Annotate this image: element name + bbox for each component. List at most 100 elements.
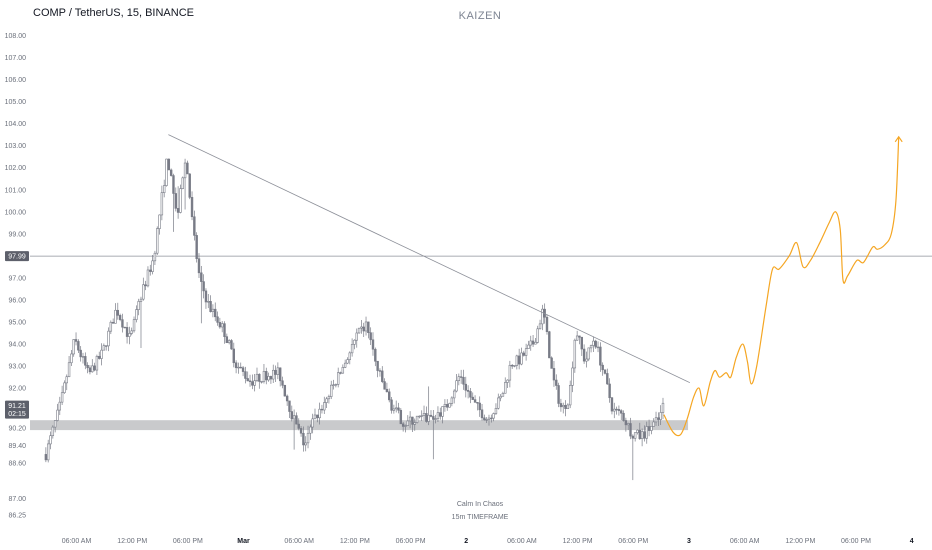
candle-body [253, 380, 256, 386]
candle-body [538, 323, 542, 330]
candle-body [643, 431, 646, 439]
candle-body [429, 414, 433, 417]
support-zone [30, 420, 689, 431]
candle-body [568, 385, 572, 406]
candle-body [469, 391, 472, 398]
candle-body [353, 339, 356, 345]
candle-body [448, 403, 451, 408]
x-tick-label: 06:00 PM [841, 538, 871, 545]
candle-body [172, 175, 175, 194]
candle-body [142, 284, 145, 300]
candle-body [181, 177, 184, 189]
candle-body [550, 357, 553, 369]
candle-body [346, 359, 349, 364]
candle-body [299, 428, 303, 434]
candle-body [67, 362, 71, 378]
price-badge-value: 97.99 [8, 254, 26, 261]
candle-body [93, 365, 96, 371]
candle-body [56, 409, 59, 421]
candles-layer [44, 158, 665, 481]
candle-body [406, 420, 409, 426]
candle-body [79, 349, 82, 358]
candle-body [633, 432, 637, 439]
candle-body [624, 420, 628, 426]
candle-body [325, 398, 328, 403]
candle-body [318, 408, 321, 419]
candle-body [60, 392, 64, 403]
projection-layer [663, 135, 903, 437]
candle-body [594, 340, 597, 348]
candle-body [232, 348, 235, 364]
candle-body [186, 162, 189, 175]
candle-body [459, 376, 463, 378]
candle-body [121, 319, 124, 328]
candle-body [455, 380, 458, 392]
candle-body [207, 301, 210, 303]
y-tick-label: 86.25 [8, 513, 26, 520]
candle-body [302, 432, 305, 446]
candle-body [457, 376, 461, 382]
candle-body [123, 326, 126, 329]
candle-body [297, 423, 300, 429]
candle-body [515, 355, 519, 366]
candle-body [599, 346, 602, 366]
candle-body [339, 372, 342, 374]
candle-body [95, 355, 99, 371]
candle-body [237, 366, 240, 369]
x-axis: 06:00 AM 12:00 PM 06:00 PM Mar 06:00 AM 12:00… [62, 538, 914, 545]
candle-body [640, 431, 644, 439]
author-name: KAIZEN [458, 10, 502, 22]
y-tick-label: 90.20 [8, 425, 26, 432]
candle-body [209, 301, 212, 313]
price-badge [5, 251, 29, 262]
candle-body [132, 319, 136, 332]
candle-body [501, 392, 505, 397]
candle-body [629, 423, 632, 437]
candle-body [508, 364, 512, 381]
candle-body [589, 345, 593, 349]
x-tick-label: 12:00 PM [117, 538, 147, 545]
candle-body [265, 371, 268, 381]
candle-body [471, 396, 474, 400]
candle-body [46, 443, 50, 461]
candle-body [587, 347, 590, 360]
candle-body [225, 336, 229, 344]
candle-body [573, 339, 577, 369]
candle-body [227, 340, 231, 344]
y-tick-label: 101.00 [5, 187, 27, 194]
candle-body [193, 216, 196, 236]
candle-body [292, 415, 296, 420]
candle-body [367, 321, 370, 333]
candle-body [88, 367, 92, 373]
candle-body [432, 416, 435, 420]
candle-body [650, 426, 653, 431]
candle-body [434, 418, 437, 420]
candle-body [248, 380, 252, 382]
candle-body [111, 321, 115, 324]
x-tick-label: 3 [687, 538, 691, 545]
candle-body [260, 381, 263, 383]
candle-body [44, 454, 48, 461]
candle-body [490, 417, 493, 420]
candle-body [610, 397, 614, 412]
candle-body [504, 382, 507, 394]
candle-body [522, 352, 525, 356]
candle-body [311, 418, 314, 428]
candle-body [223, 323, 226, 337]
candle-body [657, 417, 660, 420]
candle-body [274, 369, 277, 375]
candle-body [360, 326, 363, 329]
candle-body [559, 403, 563, 408]
candle-body [425, 413, 428, 422]
candle-body [575, 335, 579, 341]
candle-body [408, 416, 412, 422]
candle-body [369, 332, 372, 341]
candle-body [510, 364, 514, 367]
candle-body [320, 408, 324, 411]
candle-body [316, 414, 319, 419]
y-tick-label: 102.00 [5, 165, 27, 172]
candle-body [165, 158, 168, 186]
